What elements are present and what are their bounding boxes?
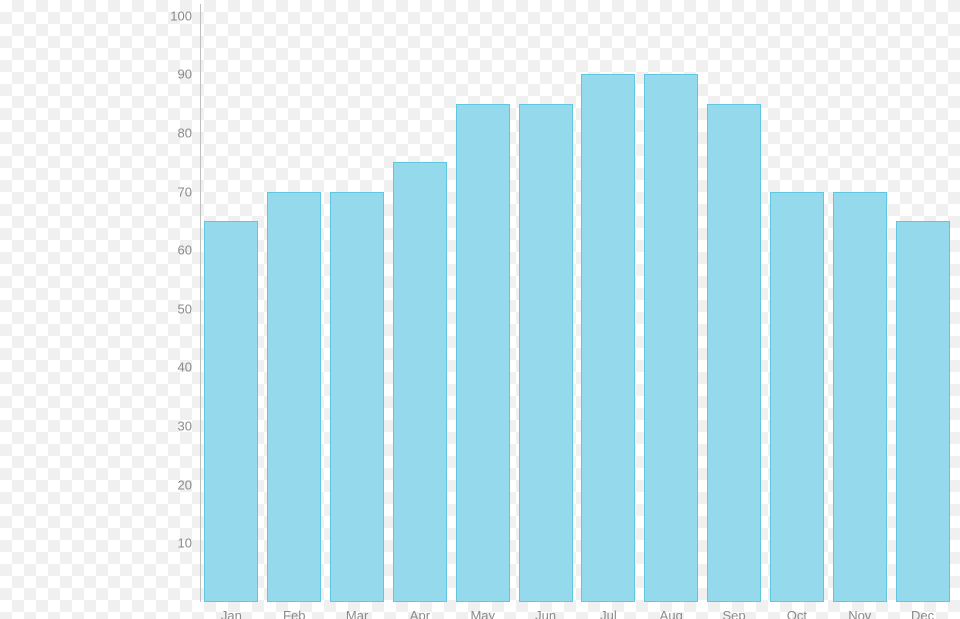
- x-tick-label: Apr: [410, 602, 430, 619]
- y-tick-label: 10: [178, 536, 200, 551]
- x-tick-label: Nov: [848, 602, 871, 619]
- x-tick-label: May: [470, 602, 495, 619]
- x-tick-label: Feb: [283, 602, 305, 619]
- y-tick-label: 90: [178, 67, 200, 82]
- x-tick-label: Jan: [221, 602, 242, 619]
- x-tick-label: Jun: [535, 602, 556, 619]
- bar: [833, 192, 887, 602]
- x-tick-label: Aug: [660, 602, 683, 619]
- bars-layer: [200, 4, 954, 602]
- bar: [393, 162, 447, 602]
- bar: [519, 104, 573, 602]
- bar: [330, 192, 384, 602]
- monthly-bar-chart: 10 20 30 40 50 60 70 80 90 100 Jan Feb Mar Apr May Jun J…: [0, 0, 960, 619]
- bar: [896, 221, 950, 602]
- x-tick-label: Jul: [600, 602, 617, 619]
- bar: [770, 192, 824, 602]
- y-tick-label: 70: [178, 184, 200, 199]
- x-tick-label: Oct: [787, 602, 807, 619]
- y-tick-label: 50: [178, 301, 200, 316]
- bar: [581, 74, 635, 602]
- x-tick-label: Mar: [346, 602, 368, 619]
- plot-area: 102030405060708090100JanFebMarAprMayJunJ…: [200, 4, 954, 602]
- x-tick-label: Dec: [911, 602, 934, 619]
- y-tick-label: 60: [178, 243, 200, 258]
- bar: [644, 74, 698, 602]
- x-tick-label: Sep: [723, 602, 746, 619]
- bar: [267, 192, 321, 602]
- bar: [204, 221, 258, 602]
- y-tick-label: 40: [178, 360, 200, 375]
- y-tick-label: 80: [178, 125, 200, 140]
- y-tick-label: 30: [178, 419, 200, 434]
- y-tick-label: 20: [178, 477, 200, 492]
- bar: [456, 104, 510, 602]
- bar: [707, 104, 761, 602]
- y-tick-label: 100: [170, 8, 200, 23]
